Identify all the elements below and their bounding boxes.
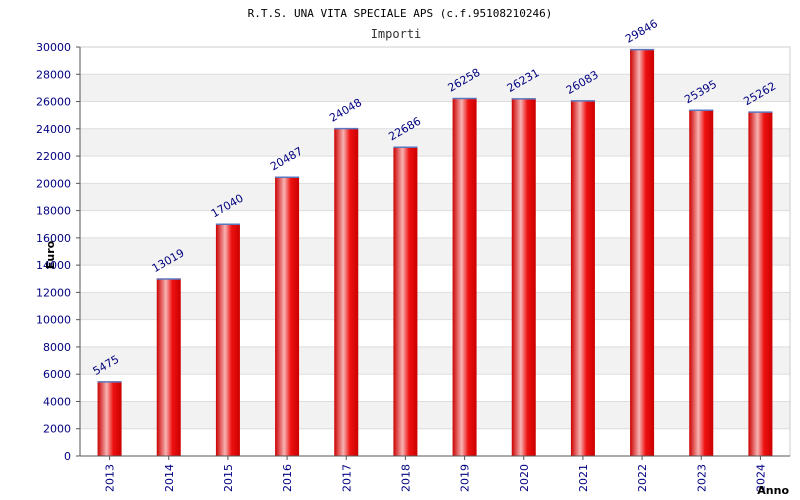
x-axis-label: Anno <box>757 484 789 497</box>
grid-band <box>80 346 790 375</box>
chart-title: R.T.S. UNA VITA SPECIALE APS (c.f.951082… <box>248 7 553 20</box>
bar <box>511 98 536 456</box>
grid-band <box>80 292 790 320</box>
bar <box>156 278 181 456</box>
y-tick-label: 14000 <box>36 259 71 272</box>
x-tick-label: 2022 <box>636 464 649 492</box>
x-tick-label: 2020 <box>518 464 531 492</box>
y-tick-label: 18000 <box>36 205 71 218</box>
y-tick-label: 10000 <box>36 314 71 327</box>
bar <box>570 100 595 456</box>
x-tick-label: 2023 <box>695 464 708 492</box>
bar <box>452 98 477 456</box>
x-tick-label: 2024 <box>754 464 767 492</box>
x-tick-label: 2017 <box>340 464 353 492</box>
grid-band <box>80 237 790 266</box>
y-tick-label: 16000 <box>36 232 71 245</box>
x-tick-label: 2013 <box>104 464 117 492</box>
y-tick-label: 12000 <box>36 286 71 299</box>
bar-value-label: 29846 <box>623 17 660 46</box>
bar <box>630 49 655 456</box>
grid-band <box>80 74 790 102</box>
bar <box>334 128 359 456</box>
x-tick-label: 2019 <box>459 464 472 492</box>
grid-band <box>80 128 790 157</box>
bar <box>215 223 240 456</box>
y-tick-label: 26000 <box>36 96 71 109</box>
y-tick-label: 0 <box>64 450 71 463</box>
y-tick-label: 30000 <box>36 41 71 54</box>
x-tick-label: 2018 <box>399 464 412 492</box>
bar <box>748 111 773 457</box>
x-tick-label: 2014 <box>163 464 176 492</box>
bar <box>689 109 714 457</box>
x-tick-label: 2015 <box>222 464 235 492</box>
y-tick-label: 22000 <box>36 150 71 163</box>
y-tick-label: 8000 <box>43 341 71 354</box>
bar <box>393 146 418 456</box>
bar <box>97 381 122 456</box>
x-tick-label: 2016 <box>281 464 294 492</box>
plot-area: 0 2000 4000 6000 8000 10000 12000 14000 16000 180… <box>36 17 791 492</box>
y-tick-label: 6000 <box>43 368 71 381</box>
y-tick-label: 28000 <box>36 68 71 81</box>
y-tick-label: 4000 <box>43 395 71 408</box>
chart-subtitle: Importi <box>371 27 422 41</box>
bar <box>275 176 300 456</box>
grid-band <box>80 401 790 429</box>
y-tick-label: 2000 <box>43 423 71 436</box>
y-tick-label: 24000 <box>36 123 71 136</box>
grid-band <box>80 183 790 211</box>
y-axis-label: Euro <box>44 240 57 269</box>
x-tick-label: 2021 <box>577 464 590 492</box>
y-tick-label: 20000 <box>36 177 71 190</box>
